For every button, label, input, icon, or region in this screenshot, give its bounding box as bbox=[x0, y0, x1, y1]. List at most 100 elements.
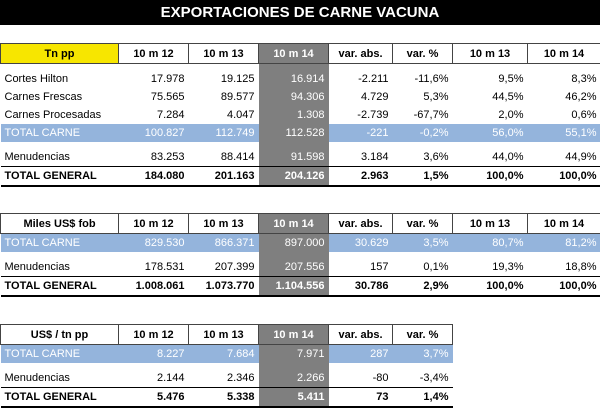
total-carne-row: TOTAL CARNE 8.227 7.684 7.971 287 3,7% bbox=[0, 344, 453, 363]
cell: 56,0% bbox=[452, 124, 528, 142]
cell: 91.598 bbox=[258, 148, 329, 167]
cell: 2.144 bbox=[156, 372, 185, 384]
cell: 112.528 bbox=[258, 124, 329, 142]
cell: 44,9% bbox=[565, 151, 597, 163]
header-col: 10 m 12 bbox=[118, 213, 189, 234]
cell: 73 bbox=[328, 387, 393, 408]
menudencias-row: Menudencias 178.531 207.399 207.556 157 … bbox=[1, 258, 600, 277]
report-title: EXPORTACIONES DE CARNE VACUNA bbox=[0, 0, 600, 25]
cell: 8.227 bbox=[118, 344, 189, 363]
header-col-highlight: 10 m 14 bbox=[258, 324, 329, 345]
header-col: 10 m 13 bbox=[452, 213, 528, 234]
cell: 81,2% bbox=[527, 233, 600, 252]
table-header-row: Tn pp 10 m 12 10 m 13 10 m 14 var. abs. … bbox=[0, 43, 600, 64]
header-col: var. abs. bbox=[328, 213, 393, 234]
cell: 100,0% bbox=[452, 276, 528, 297]
total-carne-row: TOTAL CARNE 829.530 866.371 897.000 30.6… bbox=[0, 233, 600, 252]
cell: 207.399 bbox=[214, 261, 255, 273]
cell: 80,7% bbox=[452, 233, 528, 252]
cell: 287 bbox=[328, 344, 393, 363]
cell: 100.827 bbox=[118, 124, 189, 142]
cell: 1.104.556 bbox=[258, 276, 329, 297]
header-col: 10 m 13 bbox=[188, 213, 259, 234]
cell: 4.729 bbox=[360, 91, 389, 103]
cell: 19,3% bbox=[492, 261, 524, 273]
header-col: 10 m 13 bbox=[188, 43, 259, 64]
cell: 5.338 bbox=[188, 387, 259, 408]
cell: 5.476 bbox=[118, 387, 189, 408]
cell: 19.125 bbox=[220, 73, 255, 85]
cell: 4.047 bbox=[226, 109, 255, 121]
cell: 3,6% bbox=[423, 151, 449, 163]
cell: 2.346 bbox=[226, 372, 255, 384]
row-label: Cortes Hilton bbox=[4, 73, 69, 85]
cell: -3,4% bbox=[419, 372, 449, 384]
cell: 44,0% bbox=[492, 151, 524, 163]
header-col: 10 m 12 bbox=[118, 324, 189, 345]
cell: 201.163 bbox=[188, 166, 259, 187]
header-col: 10 m 12 bbox=[118, 43, 189, 64]
header-unit: Tn pp bbox=[0, 43, 119, 64]
cell: 1.008.061 bbox=[118, 276, 189, 297]
table-tn-pp: Tn pp 10 m 12 10 m 13 10 m 14 var. abs. … bbox=[0, 43, 600, 187]
cell: 46,2% bbox=[565, 91, 597, 103]
row-label: Menudencias bbox=[4, 151, 70, 163]
table-row: Carnes Frescas 75.565 89.577 94.306 4.72… bbox=[1, 88, 600, 106]
cell: 204.126 bbox=[258, 166, 329, 187]
row-label: TOTAL CARNE bbox=[0, 233, 119, 252]
cell: 89.577 bbox=[220, 91, 255, 103]
cell: 75.565 bbox=[150, 91, 185, 103]
header-col: 10 m 13 bbox=[452, 43, 528, 64]
cell: 112.749 bbox=[188, 124, 259, 142]
table-usd-per-tn: US$ / tn pp 10 m 12 10 m 13 10 m 14 var.… bbox=[0, 324, 453, 408]
cell: -2.211 bbox=[358, 73, 389, 85]
header-col-highlight: 10 m 14 bbox=[258, 43, 329, 64]
cell: 866.371 bbox=[188, 233, 259, 252]
cell: 178.531 bbox=[144, 261, 185, 273]
table-header-row: Miles US$ fob 10 m 12 10 m 13 10 m 14 va… bbox=[0, 213, 600, 234]
header-unit: US$ / tn pp bbox=[0, 324, 119, 345]
cell: 897.000 bbox=[258, 233, 329, 252]
header-col-highlight: 10 m 14 bbox=[258, 213, 329, 234]
cell: 83.253 bbox=[150, 151, 185, 163]
table-row: Carnes Procesadas 7.284 4.047 1.308 -2.7… bbox=[1, 106, 600, 124]
header-col: var. % bbox=[392, 43, 453, 64]
cell: -0,2% bbox=[392, 124, 453, 142]
cell: -80 bbox=[372, 372, 389, 384]
cell: 30.786 bbox=[328, 276, 393, 297]
cell: 88.414 bbox=[220, 151, 255, 163]
header-col: var. % bbox=[392, 213, 453, 234]
total-general-row: TOTAL GENERAL 184.080 201.163 204.126 2.… bbox=[0, 166, 600, 187]
cell: 7.971 bbox=[258, 344, 329, 363]
table-miles-usd: Miles US$ fob 10 m 12 10 m 13 10 m 14 va… bbox=[0, 213, 600, 297]
cell: 55,1% bbox=[527, 124, 600, 142]
total-carne-row: TOTAL CARNE 100.827 112.749 112.528 -221… bbox=[0, 124, 600, 142]
row-label: Carnes Frescas bbox=[4, 91, 83, 103]
cell: 3.184 bbox=[360, 151, 389, 163]
cell: 1,5% bbox=[392, 166, 453, 187]
table-row: Cortes Hilton 17.978 19.125 16.914 -2.21… bbox=[1, 70, 600, 88]
cell: 9,5% bbox=[498, 73, 524, 85]
cell: 184.080 bbox=[118, 166, 189, 187]
cell: -11,6% bbox=[414, 73, 449, 85]
cell: 5.411 bbox=[258, 387, 329, 408]
cell: 44,5% bbox=[492, 91, 524, 103]
header-col: 10 m 13 bbox=[188, 324, 259, 345]
cell: 1,4% bbox=[392, 387, 453, 408]
cell: -221 bbox=[328, 124, 393, 142]
cell: 100,0% bbox=[452, 166, 528, 187]
header-col: var. abs. bbox=[328, 43, 393, 64]
cell: 207.556 bbox=[258, 258, 329, 277]
menudencias-row: Menudencias 83.253 88.414 91.598 3.184 3… bbox=[1, 148, 600, 167]
cell: 5,3% bbox=[423, 91, 449, 103]
cell: 2.266 bbox=[258, 369, 329, 388]
cell: 30.629 bbox=[328, 233, 393, 252]
cell: 100,0% bbox=[527, 166, 600, 187]
header-col: var. abs. bbox=[328, 324, 393, 345]
cell: 94.306 bbox=[258, 88, 329, 106]
cell: 0,6% bbox=[571, 109, 597, 121]
cell: -67,7% bbox=[413, 109, 449, 121]
cell: 1.308 bbox=[258, 106, 329, 124]
header-col: 10 m 14 bbox=[527, 43, 600, 64]
cell: 157 bbox=[370, 261, 389, 273]
